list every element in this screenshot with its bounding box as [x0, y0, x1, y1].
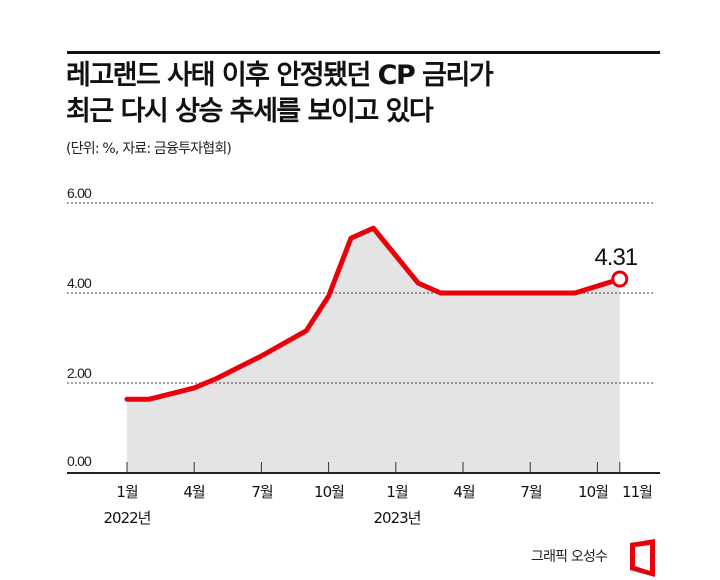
year-label-2023: 2023년	[374, 509, 421, 527]
graphic-credit: 그래픽 오성수	[531, 549, 608, 565]
x-label-jan-2023: 1월	[386, 483, 408, 501]
title-line-1: 레고랜드 사태 이후 안정됐던 CP 금리가	[66, 60, 494, 91]
x-label-oct-2022: 10월	[314, 483, 344, 501]
chart-title: 레고랜드 사태 이후 안정됐던 CP 금리가 최근 다시 상승 추세를 보이고 …	[66, 58, 494, 130]
x-label-oct-2023: 10월	[578, 483, 608, 501]
x-label-jan-2022: 1월	[116, 483, 138, 501]
y-tick-6: 6.00	[67, 185, 92, 201]
x-label-apr-2023: 4월	[453, 483, 475, 501]
chart-subtitle: (단위: %, 자료: 금융투자협회)	[66, 141, 232, 157]
last-value-marker	[611, 270, 629, 288]
red-frame-logo-icon	[630, 539, 655, 577]
x-label-jul-2023: 7월	[520, 483, 542, 501]
area-fill	[127, 228, 620, 473]
top-rule	[67, 51, 660, 54]
title-line-2: 최근 다시 상승 추세를 보이고 있다	[66, 96, 434, 127]
year-label-2022: 2022년	[104, 509, 151, 527]
x-ticks	[126, 462, 621, 473]
y-tick-0: 0.00	[67, 453, 92, 469]
last-value-label: 4.31	[594, 244, 637, 271]
x-label-jul-2022: 7월	[251, 483, 273, 501]
rate-line	[124, 225, 623, 402]
y-tick-2: 2.00	[67, 365, 92, 381]
x-label-nov-2023: 11월	[622, 483, 652, 501]
x-label-apr-2022: 4월	[183, 483, 205, 501]
y-tick-4: 4.00	[67, 275, 92, 291]
